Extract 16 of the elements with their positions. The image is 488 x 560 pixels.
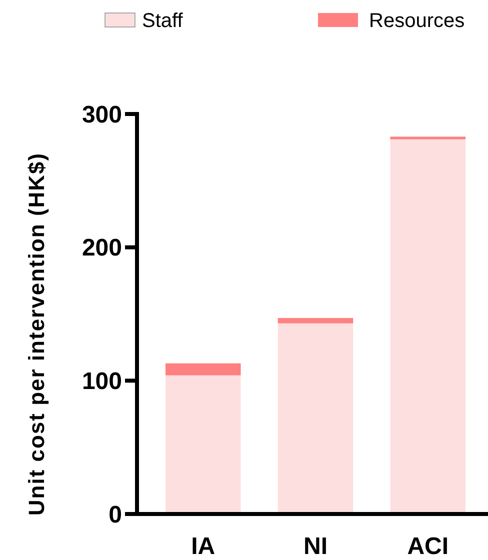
x-tick-label: ACI [407,533,449,560]
x-tick-label: IA [191,533,216,560]
bar [390,139,466,514]
y-tick-label: 300 [82,101,122,128]
legend-label: Staff [142,10,184,32]
bar [278,318,354,324]
bar [278,323,354,514]
y-tick-label: 0 [108,501,122,528]
y-tick-label: 100 [82,368,122,396]
y-tick-label: 200 [82,234,122,262]
bar [390,136,466,140]
bar [165,375,241,514]
legend-label: Resources [369,10,465,32]
y-axis-title: Unit cost per intervention (HK$) [24,152,49,516]
bar [165,363,241,376]
x-tick-label: NI [304,533,328,560]
